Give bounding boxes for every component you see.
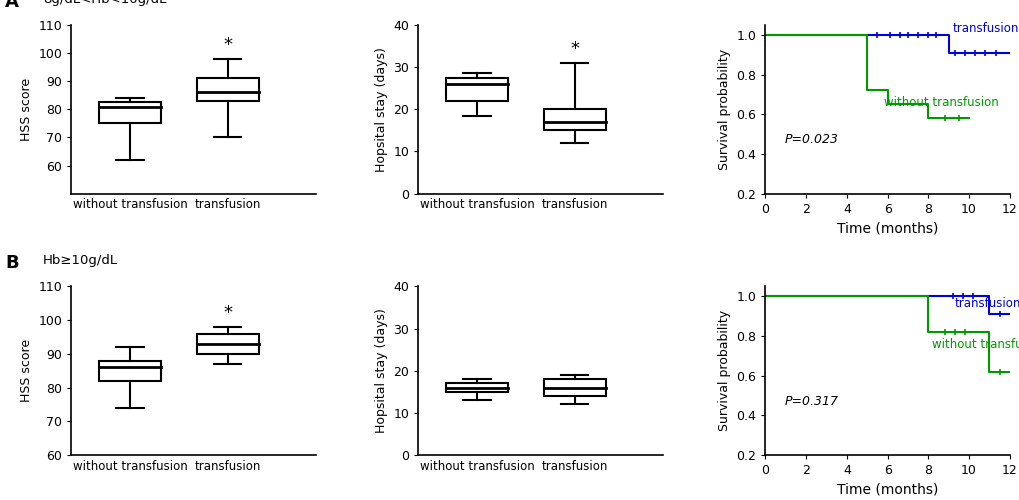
Bar	[543, 379, 605, 396]
Bar	[197, 334, 259, 354]
Bar	[99, 102, 161, 124]
Bar	[197, 78, 259, 101]
Text: 8g/dL<Hb<10g/dL: 8g/dL<Hb<10g/dL	[43, 0, 166, 6]
Bar	[543, 110, 605, 130]
Y-axis label: Hopsital stay (days): Hopsital stay (days)	[375, 308, 387, 433]
Text: P=0.317: P=0.317	[785, 394, 839, 407]
Text: *: *	[570, 40, 579, 58]
Text: Hb≥10g/dL: Hb≥10g/dL	[43, 254, 118, 267]
X-axis label: Time (months): Time (months)	[837, 221, 937, 235]
Text: without transfusion: without transfusion	[882, 96, 998, 110]
Y-axis label: HSS score: HSS score	[20, 339, 33, 402]
Text: A: A	[5, 0, 19, 10]
Y-axis label: HSS score: HSS score	[20, 78, 33, 141]
Text: P=0.023: P=0.023	[785, 133, 839, 146]
Y-axis label: Survival probability: Survival probability	[717, 49, 731, 170]
Bar	[445, 78, 507, 101]
X-axis label: Time (months): Time (months)	[837, 482, 937, 496]
Text: transfusion: transfusion	[952, 22, 1018, 35]
Bar	[99, 360, 161, 381]
Text: *: *	[223, 36, 232, 54]
Text: *: *	[223, 304, 232, 322]
Text: B: B	[5, 254, 18, 272]
Bar	[445, 384, 507, 392]
Y-axis label: Survival probability: Survival probability	[717, 310, 731, 431]
Text: without transfusion: without transfusion	[931, 338, 1019, 351]
Text: transfusion: transfusion	[954, 297, 1019, 310]
Y-axis label: Hopsital stay (days): Hopsital stay (days)	[375, 47, 387, 172]
